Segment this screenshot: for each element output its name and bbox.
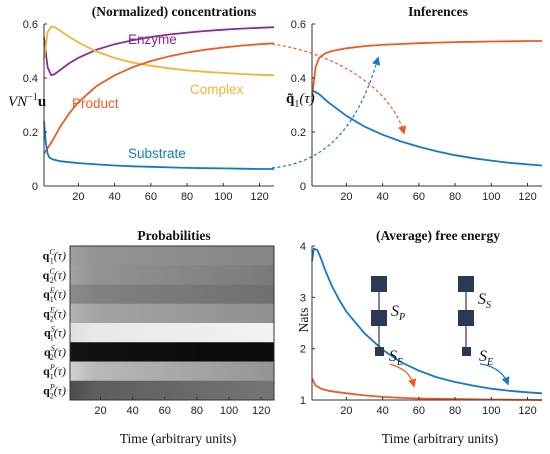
series-line-product (43, 42, 275, 155)
diagram-node (371, 310, 387, 326)
factor-diagram-right: SS SE (458, 276, 510, 386)
series-label-substrate: Substrate (128, 146, 186, 161)
heatmap-row (70, 323, 274, 343)
series-label-product: Product (72, 96, 119, 111)
y-tick-label: 0.6 (23, 19, 38, 31)
product-to-inference-arrow (271, 43, 407, 135)
concentrations-ylabel: VN−1u (8, 92, 46, 110)
probabilities-panel: Probabilities qC 1(τ)qC 2(τ)qE 1(τ)qE 2(τ) qS… (43, 228, 275, 446)
x-tick-label: 40 (127, 405, 139, 417)
substrate-to-inference-arrow (271, 56, 381, 169)
diagram-node (375, 347, 384, 356)
series-label-complex: Complex (190, 82, 244, 97)
x-tick-label: 20 (340, 405, 352, 417)
x-tick-label: 80 (449, 405, 461, 417)
heatmap-row-label: qC 1(τ) (43, 248, 66, 266)
x-tick-label: 60 (145, 191, 157, 203)
y-tick-label: 3 (300, 292, 306, 304)
heatmap-row-label: qS 2(τ) (44, 344, 66, 362)
y-tick-label: 0.6 (291, 19, 306, 31)
series-line-substrate (311, 247, 543, 395)
heatmap-row-label: qP 2(τ) (43, 382, 66, 400)
y-tick-label: 0 (300, 181, 306, 193)
heatmap-row (70, 342, 274, 362)
diagram-arrow-orange (389, 363, 417, 388)
y-tick-label: 0.4 (23, 73, 38, 85)
heatmap-row (70, 246, 274, 266)
diagram-node (458, 276, 474, 292)
heatmap-row-label: qS 1(τ) (44, 325, 66, 343)
probabilities-xlabel: Time (arbitrary units) (120, 431, 236, 446)
series-line-substrate (311, 89, 543, 167)
diagram-label-ss: SS (478, 291, 491, 311)
inferences-panel: Inferences 20 40 60 80 100 120 0 0.2 0.4 0.6 q̃1(… (286, 4, 543, 203)
concentrations-panel: (Normalized) concentrations 20 40 60 80 100 1… (8, 4, 275, 203)
heatmap-row (70, 303, 274, 324)
diagram-node (371, 276, 387, 292)
series-line-enzyme (43, 26, 275, 77)
x-tick-label: 80 (449, 191, 461, 203)
x-tick-label: 120 (252, 405, 270, 417)
y-tick-label: 0.2 (291, 127, 306, 139)
heatmap-row-label: qP 1(τ) (43, 363, 66, 381)
series-label-enzyme: Enzyme (128, 32, 177, 47)
x-tick-label: 40 (377, 191, 389, 203)
y-tick-label: 0 (32, 181, 38, 193)
x-tick-label: 60 (413, 191, 425, 203)
free-energy-xlabel: Time (arbitrary units) (382, 431, 498, 446)
y-tick-label: 2 (300, 344, 306, 356)
y-tick-label: 1 (300, 395, 306, 407)
series-line-substrate (43, 121, 274, 170)
y-tick-label: 0.2 (23, 127, 38, 139)
diagram-node (462, 347, 471, 356)
x-tick-label: 120 (518, 405, 536, 417)
concentrations-title: (Normalized) concentrations (92, 4, 257, 19)
free-energy-ylabel: Nats (296, 308, 311, 333)
free-energy-panel: (Average) free energy 20 40 60 80 100 120 1 2 3 4… (296, 228, 543, 446)
x-tick-label: 120 (250, 191, 268, 203)
heatmap-row (70, 265, 274, 285)
series-line-product (311, 40, 542, 98)
x-tick-label: 40 (109, 191, 121, 203)
cross-panel-arrows (271, 43, 407, 169)
heatmap-row (70, 380, 274, 401)
x-tick-label: 80 (191, 405, 203, 417)
x-tick-label: 60 (413, 405, 425, 417)
inferences-ylabel: q̃1(τ) (286, 91, 315, 110)
heatmap-frame (69, 245, 275, 401)
x-tick-label: 100 (220, 405, 238, 417)
series-line-product (311, 377, 543, 401)
factor-diagram-left: SP SE (371, 276, 417, 388)
diagram-label-sp: SP (391, 303, 405, 323)
x-tick-label: 40 (377, 405, 389, 417)
heatmap-row (70, 284, 274, 305)
x-tick-label: 120 (518, 191, 536, 203)
probabilities-title: Probabilities (137, 228, 210, 243)
y-tick-label: 0.4 (291, 73, 306, 85)
heatmap-row-label: qE 2(τ) (43, 305, 66, 323)
diagram-arrow-blue (479, 363, 510, 386)
x-tick-label: 20 (72, 191, 84, 203)
x-tick-label: 60 (159, 405, 171, 417)
heatmap-row-label: qE 1(τ) (43, 286, 66, 304)
x-tick-label: 20 (94, 405, 106, 417)
x-tick-label: 100 (482, 191, 500, 203)
x-tick-label: 100 (214, 191, 232, 203)
x-tick-label: 100 (482, 405, 500, 417)
series-line-complex (43, 25, 275, 77)
inferences-title: Inferences (408, 4, 468, 19)
x-tick-label: 80 (181, 191, 193, 203)
diagram-node (458, 310, 474, 326)
y-tick-label: 4 (300, 241, 306, 253)
free-energy-title: (Average) free energy (376, 228, 500, 243)
x-tick-label: 20 (340, 191, 352, 203)
heatmap-row (70, 361, 274, 382)
heatmap-row-label: qC 2(τ) (43, 267, 66, 285)
